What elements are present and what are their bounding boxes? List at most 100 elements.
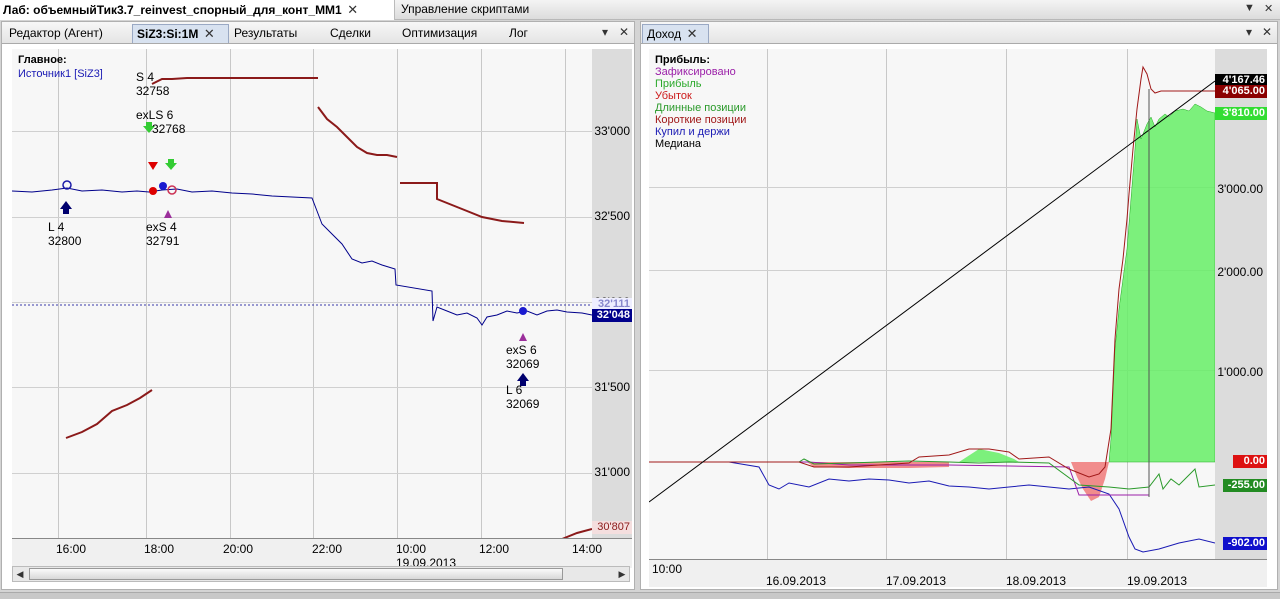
legend-item: Короткие позиции bbox=[655, 114, 747, 126]
scroll-right-icon[interactable]: ▶ bbox=[618, 569, 626, 579]
marker-label: exLS 6 bbox=[136, 108, 174, 122]
doc-tab-lab[interactable]: Лаб: объемныйТик3.7_reinvest_спорный_для… bbox=[0, 0, 395, 20]
marker-label: 32069 bbox=[506, 357, 540, 371]
loss-area bbox=[1071, 462, 1109, 501]
price-plot[interactable]: Главное: Источник1 [SiZ3] S 4 32758 exLS… bbox=[12, 49, 592, 559]
tab-results[interactable]: Результаты bbox=[234, 26, 298, 40]
marker-label: exS 4 bbox=[146, 220, 177, 234]
legend-title: Главное: bbox=[18, 54, 67, 66]
exit-triangle-icon bbox=[164, 210, 172, 218]
income-chart-svg bbox=[649, 65, 1215, 553]
indicator-series bbox=[65, 389, 153, 439]
x-axis: 10:00 16.09.2013 17.09.2013 18.09.2013 1… bbox=[649, 559, 1267, 588]
short-line bbox=[649, 65, 1215, 478]
tab-trades[interactable]: Сделки bbox=[330, 26, 371, 40]
legend-title: Прибыль: bbox=[655, 54, 710, 66]
close-icon[interactable]: ✕ bbox=[347, 2, 359, 17]
y-axis: 33'000 32'500 32'000 31'500 31'000 32'11… bbox=[592, 49, 632, 559]
pin-menu-icon[interactable]: ▾ bbox=[602, 25, 609, 39]
legend-item: Прибыль bbox=[655, 78, 702, 90]
close-icon[interactable]: ✕ bbox=[686, 26, 698, 41]
grid-line bbox=[58, 49, 59, 559]
price-tag-lower: 30'807 bbox=[592, 521, 632, 534]
x-axis-label: 17.09.2013 bbox=[885, 574, 947, 588]
tab-log[interactable]: Лог bbox=[509, 26, 528, 40]
doc-tab-scripts-label: Управление скриптами bbox=[401, 2, 530, 16]
document-tabbar: Лаб: объемныйТик3.7_reinvest_спорный_для… bbox=[0, 0, 1280, 20]
marker-label: 32800 bbox=[48, 234, 82, 248]
marker-label: 32758 bbox=[136, 84, 170, 98]
status-bar bbox=[0, 592, 1280, 599]
y-axis-label: 2'000.00 bbox=[1217, 265, 1263, 279]
long-line bbox=[649, 458, 1215, 491]
value-tag: 4'065.00 bbox=[1215, 85, 1267, 98]
buy-and-hold-line bbox=[649, 461, 1215, 553]
grid-line bbox=[146, 49, 147, 559]
scroll-left-icon[interactable]: ◀ bbox=[16, 569, 24, 579]
grid-line bbox=[649, 187, 1215, 188]
marker-label: L 6 bbox=[506, 383, 523, 397]
indicator-series bbox=[151, 77, 318, 85]
marker-label: S 4 bbox=[136, 70, 155, 84]
legend-item: Длинные позиции bbox=[655, 102, 746, 114]
tab-income-label: Доход bbox=[647, 27, 682, 41]
chart-panel-right: Доход ✕ ▾ ✕ bbox=[640, 21, 1278, 590]
value-tag: -902.00 bbox=[1223, 537, 1267, 550]
grid-line bbox=[649, 370, 1215, 371]
scroll-thumb[interactable] bbox=[29, 568, 563, 580]
x-axis-label: 19.09.2013 bbox=[1126, 574, 1188, 588]
close-icon[interactable]: ✕ bbox=[1264, 3, 1274, 15]
horizontal-scrollbar[interactable]: ◀ ▶ bbox=[12, 566, 630, 582]
y-axis-label: 31'500 bbox=[594, 380, 630, 394]
price-chart-svg bbox=[12, 77, 592, 558]
grid-line bbox=[886, 49, 887, 559]
chart-panel-left: Редактор (Агент) SiZ3:Si:1M ✕ Результаты … bbox=[1, 21, 635, 590]
x-axis-label: 18:00 bbox=[143, 542, 175, 556]
indicator-series bbox=[400, 182, 525, 224]
entry-circle-icon bbox=[159, 182, 167, 190]
tab-chart[interactable]: SiZ3:Si:1M ✕ bbox=[132, 24, 229, 43]
grid-line bbox=[649, 270, 1215, 271]
tab-income[interactable]: Доход ✕ bbox=[642, 24, 709, 43]
grid-line bbox=[767, 49, 768, 559]
x-axis: 16:00 18:00 20:00 22:00 10:00 12:00 14:0… bbox=[12, 538, 632, 570]
doc-tab-lab-label: Лаб: объемныйТик3.7_reinvest_спорный_для… bbox=[3, 3, 342, 17]
close-icon[interactable]: ✕ bbox=[203, 26, 215, 41]
close-icon[interactable]: ✕ bbox=[619, 25, 630, 39]
grid-line bbox=[12, 302, 592, 303]
grid-line bbox=[481, 49, 482, 559]
grid-line bbox=[12, 473, 592, 474]
exit-triangle-icon bbox=[519, 333, 527, 341]
buy-arrow-icon bbox=[517, 373, 529, 386]
marker-label: 32768 bbox=[152, 122, 186, 136]
y-axis-label: 3'000.00 bbox=[1217, 182, 1263, 196]
marker-label: 32069 bbox=[506, 397, 540, 411]
tab-editor[interactable]: Редактор (Агент) bbox=[9, 26, 103, 40]
value-tag: -255.00 bbox=[1223, 479, 1267, 492]
grid-line bbox=[397, 49, 398, 559]
tab-optimization[interactable]: Оптимизация bbox=[402, 26, 478, 40]
sell-arrow-icon bbox=[165, 159, 177, 170]
legend-item: Убыток bbox=[655, 90, 692, 102]
x-axis-label: 16:00 bbox=[55, 542, 87, 556]
grid-line bbox=[565, 49, 566, 559]
legend-item: Зафиксировано bbox=[655, 66, 736, 78]
median-line bbox=[649, 80, 1215, 503]
profit-area bbox=[1108, 103, 1215, 463]
value-tag: 0.00 bbox=[1233, 455, 1267, 468]
x-axis-label: 10:00 bbox=[395, 542, 427, 556]
grid-line bbox=[12, 387, 592, 388]
pin-menu-icon[interactable]: ▾ bbox=[1246, 25, 1253, 39]
price-series bbox=[12, 187, 592, 326]
income-plot[interactable]: Прибыль: Зафиксировано Прибыль Убыток Дл… bbox=[649, 49, 1215, 559]
x-axis-label: 16.09.2013 bbox=[765, 574, 827, 588]
chevron-down-icon[interactable]: ▼ bbox=[1244, 2, 1255, 14]
price-tag-current: 32'048 bbox=[592, 309, 632, 322]
grid-line bbox=[12, 217, 592, 218]
grid-line bbox=[313, 49, 314, 559]
close-icon[interactable]: ✕ bbox=[1262, 25, 1273, 39]
doc-tab-scripts[interactable]: Управление скриптами bbox=[398, 0, 558, 20]
x-axis-label: 20:00 bbox=[222, 542, 254, 556]
grid-line bbox=[12, 131, 592, 132]
value-tag: 3'810.00 bbox=[1215, 107, 1267, 120]
